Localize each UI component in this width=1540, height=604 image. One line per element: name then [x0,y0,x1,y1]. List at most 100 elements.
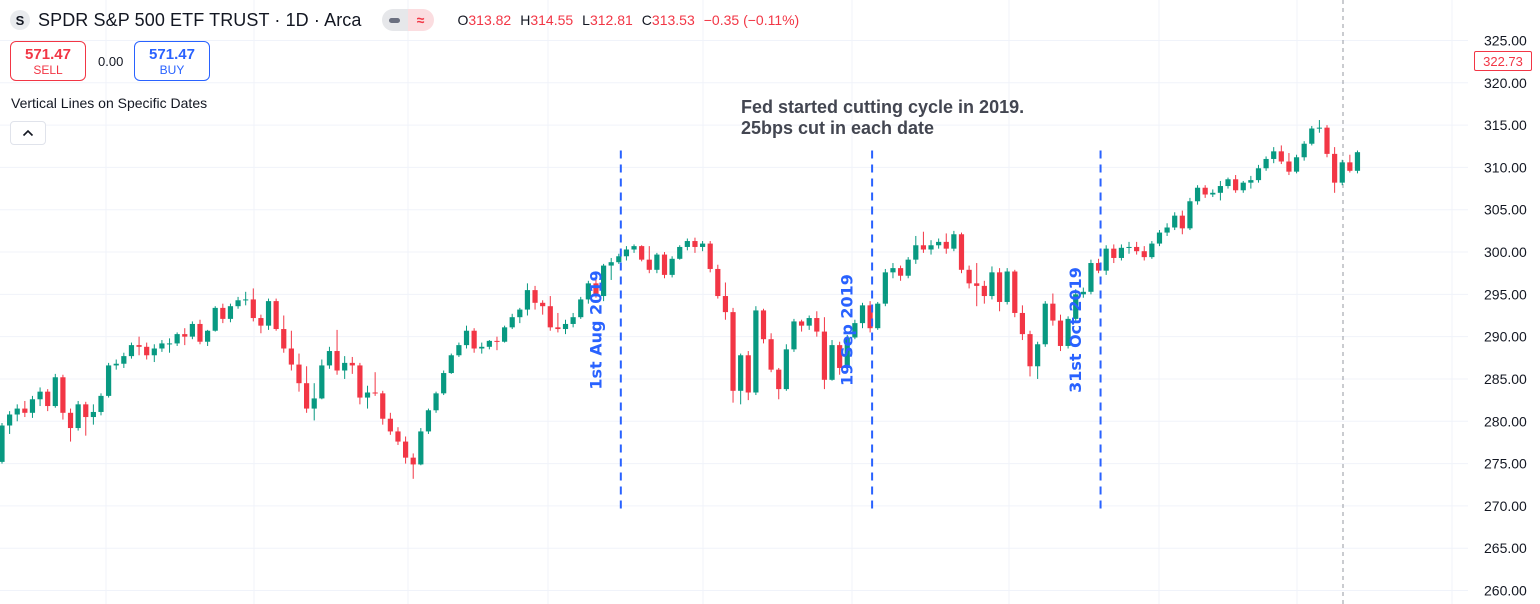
candle [395,427,401,445]
candle-body [905,259,911,276]
candle [235,296,241,309]
candle [1042,301,1048,347]
candle-body [1080,291,1086,295]
candle [349,356,355,374]
buy-price: 571.47 [149,45,195,63]
candle-body [136,345,142,347]
candle [1210,189,1216,198]
candle-body [1050,303,1056,321]
candle-body [494,340,500,342]
candle [920,231,927,253]
candle-body [1210,192,1216,195]
candle-body [639,246,645,260]
candle [212,306,218,332]
candle-body [951,234,957,249]
candle [1012,269,1018,318]
candle-body [966,269,972,284]
candle-body [547,306,553,328]
candle-body [646,259,652,270]
candle-body [258,318,264,326]
candle-body [654,254,660,270]
candle [174,332,180,346]
candle [265,298,272,330]
candle [875,301,881,330]
candle-body [220,307,226,319]
candle [220,303,226,324]
candle-body [1225,179,1231,187]
candle [258,314,264,334]
candle-body [1042,303,1048,345]
candle [410,453,416,479]
candle-body [936,241,942,246]
candle-body [677,246,683,259]
open-label: O [457,12,469,28]
candle [22,400,28,418]
candle [60,374,66,420]
candle [37,387,43,407]
candle-body [357,365,363,398]
price-tick-label: 290.00 [1484,329,1527,345]
candle-body [859,305,866,324]
minus-icon[interactable] [381,9,408,31]
candle-body [875,303,881,329]
candle [14,404,20,422]
candle-body [106,365,112,396]
candle [1080,287,1086,298]
candle [966,265,972,289]
candle [585,280,591,304]
candle-body [661,254,668,275]
candle [197,319,203,345]
candle [890,263,896,279]
sell-button[interactable]: 571.47 SELL [10,41,86,81]
candle-body [1126,246,1132,248]
candle [501,325,508,343]
candle-body [958,234,965,270]
candle-body [1156,232,1163,244]
candle [555,312,561,333]
candle [1172,212,1178,231]
buy-button[interactable]: 571.47 BUY [134,41,210,81]
candle [692,237,698,253]
candle [387,412,393,435]
candle-body [1073,294,1079,319]
candle-body [844,337,850,368]
candle-body [996,272,1003,302]
candle [250,288,256,322]
candle-body [1347,162,1353,171]
candle [1347,154,1353,173]
candle-body [517,309,523,318]
candle [1316,120,1322,133]
candle [448,353,454,374]
candle [227,303,234,323]
wave-icon[interactable]: ≈ [407,9,434,31]
candle-body [1088,263,1094,292]
candle [7,411,13,434]
candle [943,233,949,254]
chevron-up-icon [22,129,34,137]
candle [29,395,36,418]
candle [471,328,477,353]
candle-body [798,321,805,326]
candle-body [913,245,919,260]
indicator-title[interactable]: Vertical Lines on Specific Dates [11,95,208,111]
candle-body [250,299,256,319]
candle [928,240,934,255]
candle-body [791,321,797,350]
candle-body [1271,151,1277,159]
ohlc-values: O313.82 H314.55 L312.81 C313.53 −0.35 (−… [458,12,800,28]
candle [1004,268,1010,305]
symbol-title[interactable]: SPDR S&P 500 ETF TRUST · 1D · Arca [38,9,362,30]
candle [958,232,965,274]
candle-body [182,334,188,337]
candle [1354,150,1361,174]
candle [616,253,622,264]
collapse-button[interactable] [10,121,46,145]
candle [494,336,500,351]
spread-value: 0.00 [98,54,124,69]
candle-body [311,398,317,409]
candle [296,353,302,392]
candle [753,306,759,396]
low-value: 312.81 [589,12,633,28]
chart-header: S SPDR S&P 500 ETF TRUST · 1D · Arca ≈ O… [10,7,799,33]
